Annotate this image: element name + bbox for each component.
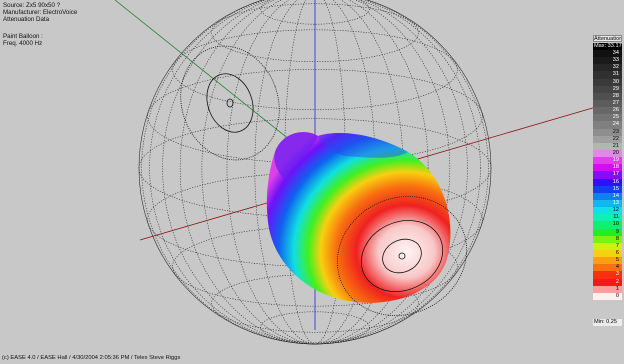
legend-row: 25 [593, 114, 622, 122]
legend-row: 28 [593, 92, 622, 100]
legend-row: 19 [593, 157, 622, 165]
contour-lines [180, 45, 468, 316]
legend-row: 9 [593, 228, 622, 236]
plot-type-label: Paint Balloon : [3, 33, 43, 40]
legend-row: 22 [593, 135, 622, 143]
legend-row: 34 [593, 50, 622, 58]
legend-row: 29 [593, 85, 622, 93]
legend-row: 0 [593, 292, 622, 300]
legend-row: 24 [593, 121, 622, 129]
attenuation-balloon[interactable] [266, 132, 451, 303]
legend-row: 5 [593, 257, 622, 265]
legend-row: 27 [593, 99, 622, 108]
legend-row: 1 [593, 285, 622, 293]
legend-row: 13 [593, 199, 622, 208]
legend-row: 2 [593, 278, 622, 286]
z-axis-line [114, 0, 301, 149]
meridian-line [141, 0, 489, 345]
legend-row: 21 [593, 142, 622, 150]
parallel-line [147, 172, 483, 267]
legend-row: 23 [593, 128, 622, 136]
legend-row: 30 [593, 78, 622, 86]
legend-row: 11 [593, 214, 622, 222]
parallel-line [147, 69, 483, 164]
legend-scale: 34 33 32 31 30 29 28 27 26 25 24 23 22 21 20 19 18 17 16 15… [593, 50, 622, 300]
legend-row: 26 [593, 107, 622, 115]
balloon-info-block: Paint Balloon : Freq. 4000 Hz [3, 33, 43, 48]
legend-title: Attenuation [dB] [593, 35, 622, 42]
footer-copyright: (c) EASE 4.0 / EASE Hall / 4/30/2004 2:0… [2, 355, 181, 361]
legend-row: 3 [593, 271, 622, 279]
legend-row: 16 [593, 178, 622, 186]
legend-row: 10 [593, 221, 622, 229]
legend-row: 17 [593, 171, 622, 179]
legend-row: 33 [593, 57, 622, 65]
meridian-line [149, 0, 481, 345]
data-type-label: Attenuation Data [3, 15, 50, 23]
source-info-block: Source: Zx5 90x50 ? Manufacturer: Electr… [3, 2, 78, 23]
legend-row: 20 [593, 149, 622, 158]
legend-max-label: Max: 33.17 [593, 43, 622, 50]
legend-row: 32 [593, 64, 622, 72]
parallel-line [260, 0, 370, 25]
legend-row: 4 [593, 264, 622, 272]
legend-row: 14 [593, 192, 622, 200]
legend-min-label: Min: 0.25 [593, 319, 622, 326]
legend-row: 18 [593, 164, 622, 172]
legend-row: 15 [593, 185, 622, 193]
frequency-label: Freq. 4000 Hz [3, 39, 43, 47]
legend-row: 12 [593, 207, 622, 215]
legend-row: 31 [593, 71, 622, 79]
legend-row: 7 [593, 242, 622, 250]
legend-row: 8 [593, 235, 622, 243]
manufacturer-label: Manufacturer: ElectroVoice [3, 8, 78, 16]
parallel-line [211, 274, 419, 333]
source-label: Source: Zx5 90x50 ? [3, 2, 61, 9]
parallel-line [138, 118, 492, 218]
legend-row: 6 [593, 249, 622, 258]
